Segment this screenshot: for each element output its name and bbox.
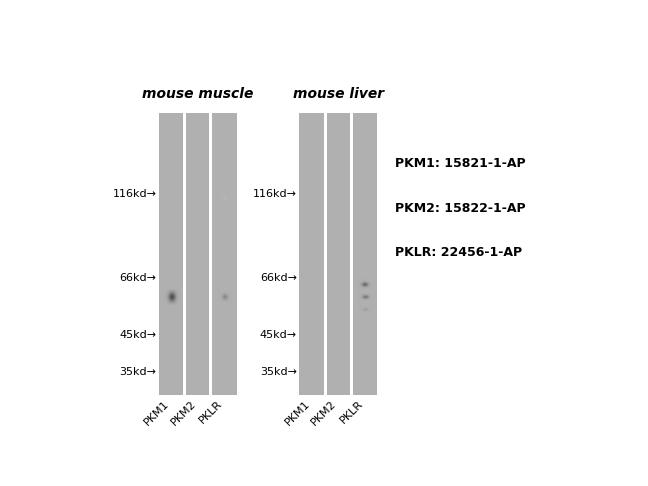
Bar xyxy=(327,113,350,395)
Text: PKM2: 15822-1-AP: PKM2: 15822-1-AP xyxy=(395,202,526,214)
Text: PKM2: PKM2 xyxy=(169,399,198,428)
Bar xyxy=(213,113,237,395)
Text: 35kd→: 35kd→ xyxy=(119,367,156,377)
Text: 116kd→: 116kd→ xyxy=(253,189,297,199)
Text: PKLR: 22456-1-AP: PKLR: 22456-1-AP xyxy=(395,246,522,260)
Text: 35kd→: 35kd→ xyxy=(260,367,297,377)
Bar xyxy=(299,113,324,395)
Text: PKM1: 15821-1-AP: PKM1: 15821-1-AP xyxy=(395,156,526,170)
Text: PKM1: PKM1 xyxy=(283,399,312,428)
Text: 45kd→: 45kd→ xyxy=(119,330,156,340)
Text: 66kd→: 66kd→ xyxy=(119,273,156,283)
Text: 45kd→: 45kd→ xyxy=(260,330,297,340)
Text: PKM1: PKM1 xyxy=(143,399,171,428)
Bar xyxy=(186,113,209,395)
Text: PKLR: PKLR xyxy=(338,399,365,426)
Text: PKLR: PKLR xyxy=(198,399,224,426)
Text: mouse liver: mouse liver xyxy=(293,87,384,102)
Text: 116kd→: 116kd→ xyxy=(112,189,156,199)
Bar xyxy=(159,113,183,395)
Text: mouse muscle: mouse muscle xyxy=(142,87,253,102)
Bar xyxy=(353,113,377,395)
Text: 66kd→: 66kd→ xyxy=(260,273,297,283)
Text: PKM2: PKM2 xyxy=(310,399,338,428)
